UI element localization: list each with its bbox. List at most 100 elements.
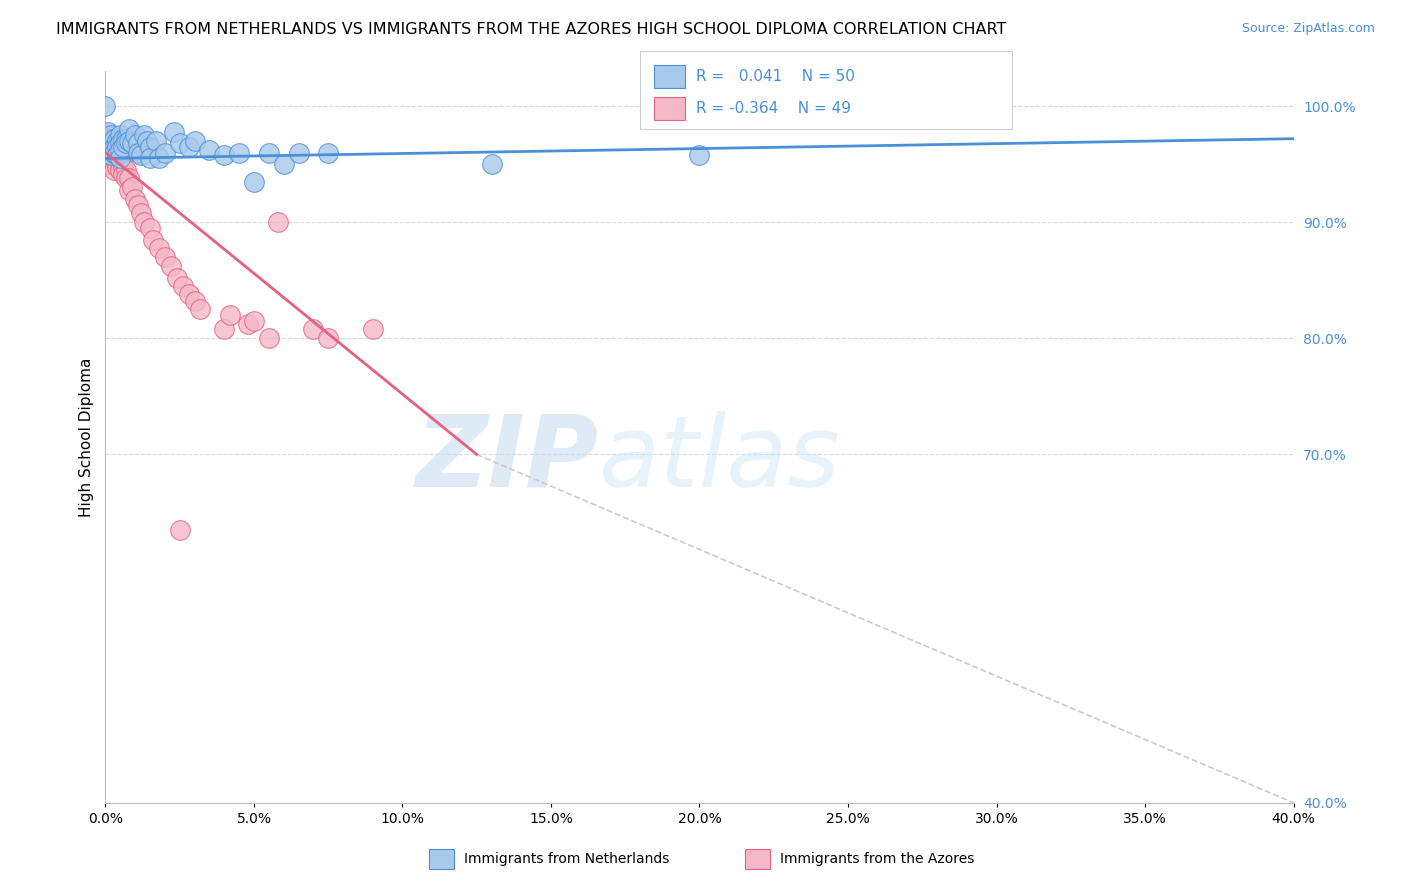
Point: [169, 136, 191, 151]
Text: R = -0.364    N = 49: R = -0.364 N = 49: [696, 102, 851, 116]
Point: [145, 134, 167, 148]
Point: [172, 279, 194, 293]
Point: [97, 125, 120, 139]
Point: [139, 140, 162, 154]
Text: Immigrants from Netherlands: Immigrants from Netherlands: [464, 852, 669, 866]
Point: [112, 167, 135, 181]
Point: [97, 131, 120, 145]
Text: atlas: atlas: [599, 410, 841, 508]
Point: [148, 152, 170, 166]
Point: [177, 287, 200, 301]
Point: [183, 134, 205, 148]
Point: [100, 136, 122, 151]
Point: [118, 171, 141, 186]
Point: [103, 152, 125, 166]
Point: [112, 140, 135, 154]
Point: [110, 152, 132, 166]
Point: [163, 125, 186, 139]
Point: [118, 122, 141, 136]
Point: [118, 134, 141, 148]
Point: [100, 140, 122, 154]
Point: [94, 128, 117, 143]
Point: [257, 145, 280, 160]
Point: [103, 131, 125, 145]
Point: [243, 314, 266, 328]
Point: [316, 331, 339, 345]
Point: [243, 175, 266, 189]
Point: [129, 206, 152, 220]
Point: [316, 145, 339, 160]
Point: [142, 233, 165, 247]
Point: [219, 308, 242, 322]
Point: [103, 163, 125, 178]
Point: [94, 145, 117, 160]
Point: [267, 215, 290, 229]
Point: [177, 140, 200, 154]
Point: [103, 145, 125, 160]
Point: [689, 148, 711, 162]
Point: [110, 157, 132, 171]
Y-axis label: High School Diploma: High School Diploma: [79, 358, 94, 516]
Point: [121, 136, 143, 151]
Point: [287, 145, 309, 160]
Point: [139, 221, 162, 235]
Point: [190, 302, 212, 317]
Point: [100, 152, 122, 166]
Point: [105, 134, 128, 148]
Point: [100, 145, 122, 160]
Point: [132, 128, 155, 143]
Point: [112, 160, 135, 174]
Point: [100, 148, 122, 162]
Point: [159, 260, 181, 274]
Point: [118, 183, 141, 197]
Point: [115, 131, 138, 145]
Point: [97, 148, 120, 162]
Text: Source: ZipAtlas.com: Source: ZipAtlas.com: [1241, 22, 1375, 36]
Point: [127, 198, 149, 212]
Point: [110, 163, 132, 178]
Point: [110, 144, 132, 158]
Point: [198, 144, 221, 158]
Point: [214, 148, 236, 162]
Point: [100, 128, 122, 143]
Point: [97, 157, 120, 171]
Point: [124, 192, 146, 206]
Point: [127, 145, 149, 160]
Point: [136, 134, 159, 148]
Point: [100, 144, 122, 158]
Point: [148, 241, 170, 255]
Point: [127, 136, 149, 151]
Point: [236, 318, 259, 332]
Point: [103, 157, 125, 171]
Point: [103, 140, 125, 154]
Point: [97, 140, 120, 154]
Point: [121, 180, 143, 194]
Point: [139, 152, 162, 166]
Point: [169, 523, 191, 537]
Point: [105, 140, 128, 154]
Point: [124, 128, 146, 143]
Text: ZIP: ZIP: [416, 410, 599, 508]
Text: IMMIGRANTS FROM NETHERLANDS VS IMMIGRANTS FROM THE AZORES HIGH SCHOOL DIPLOMA CO: IMMIGRANTS FROM NETHERLANDS VS IMMIGRANT…: [56, 22, 1007, 37]
Point: [97, 136, 120, 151]
Point: [228, 145, 250, 160]
Point: [361, 322, 384, 336]
Point: [112, 131, 135, 145]
Point: [110, 136, 132, 151]
Point: [129, 148, 152, 162]
Text: R =   0.041    N = 50: R = 0.041 N = 50: [696, 70, 855, 84]
Point: [166, 271, 188, 285]
Point: [105, 160, 128, 174]
Point: [153, 250, 176, 264]
Point: [105, 148, 128, 162]
Point: [132, 215, 155, 229]
Point: [257, 331, 280, 345]
Point: [302, 322, 325, 336]
Point: [153, 145, 176, 160]
Point: [115, 136, 138, 151]
Point: [115, 171, 138, 186]
Point: [105, 148, 128, 162]
Point: [94, 99, 117, 113]
Point: [105, 155, 128, 169]
Point: [183, 294, 205, 309]
